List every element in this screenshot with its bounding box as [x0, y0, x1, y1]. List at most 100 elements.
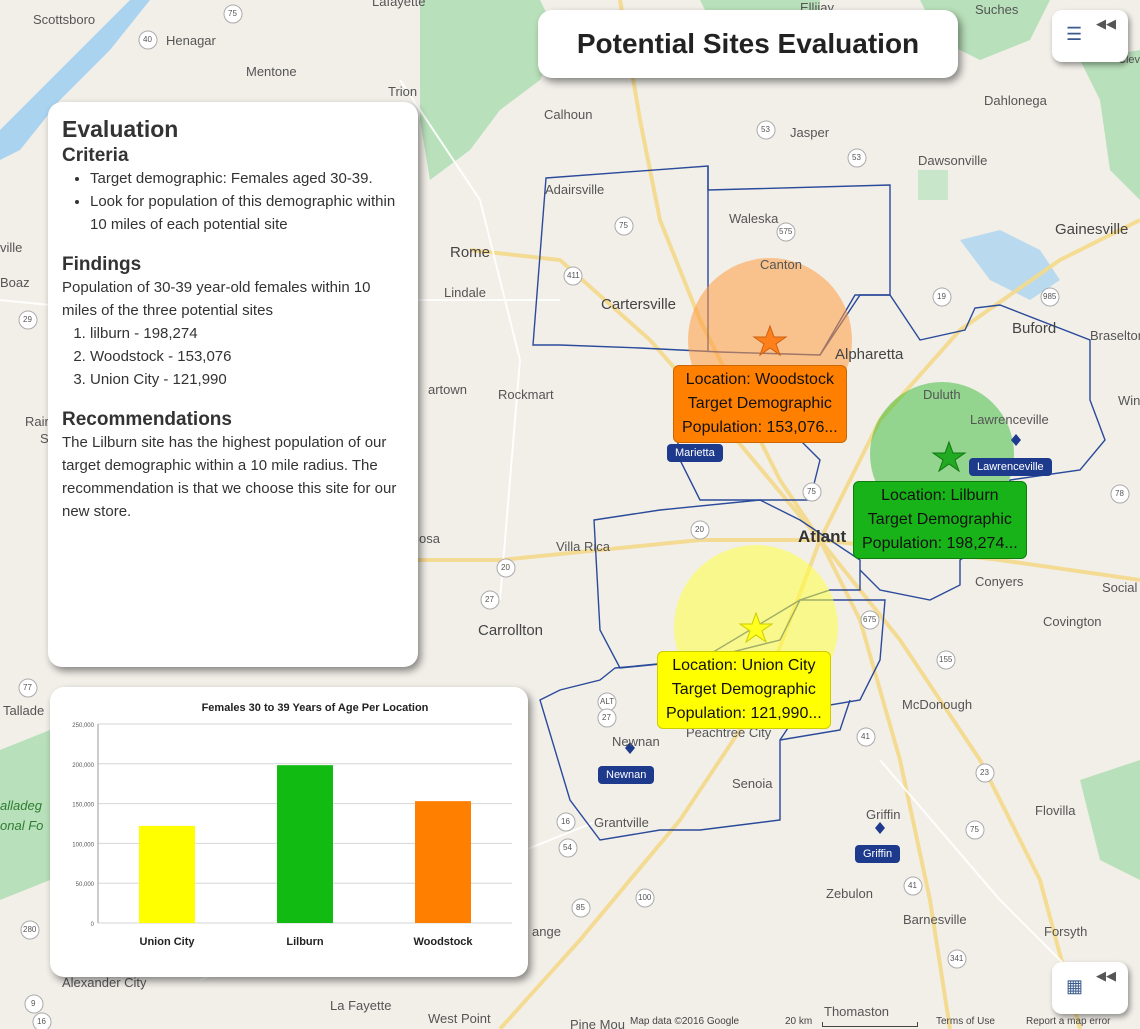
- place-label: Rome: [450, 244, 491, 261]
- place-label: Boaz: [0, 275, 30, 290]
- route-shield: 27: [602, 713, 611, 722]
- callout-population: Population: 153,076...: [682, 419, 838, 436]
- criteria-list: Target demographic: Females aged 30-39. …: [62, 167, 404, 236]
- bar-union-city: [139, 825, 195, 923]
- terms-link[interactable]: Terms of Use: [936, 1016, 995, 1027]
- criteria-heading: Criteria: [62, 145, 129, 166]
- grid-toggle-button[interactable]: ▦ ◀◀: [1052, 962, 1128, 1014]
- route-shield: 20: [695, 525, 704, 534]
- x-tick-label: Woodstock: [413, 936, 473, 948]
- place-label: Lawrenceville: [970, 412, 1049, 427]
- place-label: S: [40, 431, 49, 446]
- place-label: Scottsboro: [33, 12, 96, 27]
- place-label: Suches: [975, 2, 1019, 17]
- place-label: Lindale: [444, 285, 486, 300]
- panel-heading: Evaluation: [62, 116, 179, 142]
- place-label: Dahlonega: [984, 93, 1047, 108]
- place-label: Conyers: [975, 574, 1024, 589]
- site-callout-lilburn[interactable]: Location: Lilburn Target Demographic Pop…: [853, 481, 1027, 559]
- findings-text: Population of 30-39 year-old females wit…: [62, 279, 371, 319]
- y-tick-label: 0: [91, 922, 95, 928]
- y-tick-label: 150,000: [72, 803, 94, 809]
- place-label: Canton: [760, 257, 802, 272]
- legend-toggle-button[interactable]: ☰ ◀◀: [1052, 10, 1128, 62]
- place-label: artown: [428, 382, 468, 397]
- place-label: osa: [419, 531, 440, 546]
- callout-population: Population: 198,274...: [862, 535, 1018, 552]
- place-label: onal Fo: [0, 818, 44, 833]
- route-shield: 100: [638, 893, 652, 902]
- route-shield: 20: [501, 563, 510, 572]
- place-label: Buford: [1012, 320, 1057, 337]
- route-shield: 54: [563, 843, 572, 852]
- site-callout-union-city[interactable]: Location: Union City Target Demographic …: [657, 651, 831, 729]
- list-item: lilburn - 198,274: [90, 322, 404, 345]
- place-label: Newnan: [612, 734, 660, 749]
- findings-heading: Findings: [62, 254, 142, 275]
- grid-icon: ▦: [1066, 976, 1084, 996]
- place-label: Barnesville: [903, 912, 967, 927]
- route-shield: 411: [567, 271, 580, 280]
- scale-label: 20 km: [785, 1016, 813, 1027]
- site-callout-woodstock[interactable]: Location: Woodstock Target Demographic P…: [673, 365, 847, 443]
- place-label: Henagar: [166, 33, 216, 48]
- route-shield: 19: [937, 292, 946, 301]
- route-shield: 77: [23, 683, 32, 692]
- y-tick-label: 50,000: [76, 882, 95, 888]
- route-shield: 23: [980, 768, 989, 777]
- callout-location: Location: Woodstock: [685, 371, 834, 388]
- place-label: Adairsville: [545, 182, 605, 197]
- route-shield: 75: [228, 9, 237, 18]
- city-badge-lawrenceville[interactable]: Lawrenceville: [969, 458, 1052, 476]
- place-label: Zebulon: [826, 886, 873, 901]
- place-label: ange: [532, 924, 561, 939]
- chart-panel: Females 30 to 39 Years of Age Per Locati…: [50, 687, 528, 977]
- place-label: Griffin: [866, 807, 901, 822]
- city-badge-griffin[interactable]: Griffin: [855, 845, 901, 863]
- route-shield: 40: [143, 35, 152, 44]
- place-label: La Fayette: [330, 998, 392, 1013]
- city-badge-newnan[interactable]: Newnan: [598, 766, 655, 784]
- place-label: Alexander City: [62, 975, 147, 990]
- list-item: Target demographic: Females aged 30-39.: [90, 167, 404, 190]
- double-chevron-left-icon: ◀◀: [1096, 968, 1116, 983]
- route-shield: 29: [23, 315, 32, 324]
- route-shield: 75: [619, 221, 628, 230]
- bar-woodstock: [415, 801, 471, 923]
- chart-title: Females 30 to 39 Years of Age Per Locati…: [202, 702, 429, 714]
- place-label: Rair: [25, 414, 49, 429]
- callout-population: Population: 121,990...: [666, 705, 822, 722]
- route-shield: 16: [37, 1017, 46, 1026]
- route-shield: 27: [485, 595, 494, 604]
- route-shield: 41: [908, 881, 917, 890]
- double-chevron-left-icon: ◀◀: [1096, 16, 1116, 31]
- report-link[interactable]: Report a map error: [1026, 1016, 1111, 1027]
- bar-chart: Females 30 to 39 Years of Age Per Locati…: [72, 702, 512, 948]
- route-shield: ALT: [600, 697, 615, 706]
- route-shield: 341: [950, 954, 964, 963]
- route-shield: 675: [863, 615, 877, 624]
- place-label: Lafayette: [372, 0, 426, 9]
- route-shield: 16: [561, 817, 570, 826]
- place-label: Gainesville: [1055, 221, 1129, 238]
- place-label: Carrollton: [478, 622, 544, 639]
- place-label: Social: [1102, 580, 1138, 595]
- place-label: Jasper: [790, 125, 830, 140]
- place-label: Flovilla: [1035, 803, 1076, 818]
- list-item: Union City - 121,990: [90, 368, 404, 391]
- callout-location: Location: Union City: [672, 657, 816, 674]
- place-label: Grantville: [594, 815, 649, 830]
- place-label: Waleska: [729, 211, 779, 226]
- recommendations-heading: Recommendations: [62, 409, 232, 430]
- place-label: ville: [0, 240, 23, 255]
- route-shield: 85: [576, 903, 585, 912]
- city-badge-marietta[interactable]: Marietta: [667, 444, 723, 462]
- route-shield: 280: [23, 925, 37, 934]
- place-label: Thomaston: [824, 1004, 890, 1019]
- place-label: Mentone: [246, 64, 297, 79]
- route-shield: 75: [970, 825, 979, 834]
- y-tick-label: 100,000: [72, 842, 94, 848]
- route-shield: 9: [31, 999, 36, 1008]
